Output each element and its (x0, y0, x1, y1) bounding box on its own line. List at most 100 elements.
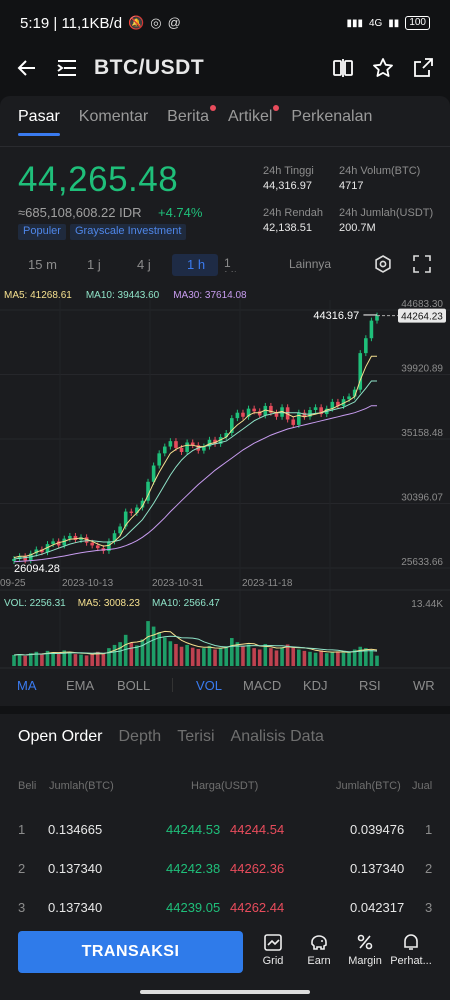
tag-grayscale[interactable]: Grayscale Investment (70, 224, 187, 240)
tag-populer[interactable]: Populer (18, 224, 66, 240)
volume-bar (40, 654, 44, 666)
tab-open-order[interactable]: Open Order (18, 728, 103, 745)
candlestick-chart[interactable]: 44683.30 39920.89 35158.48 30396.07 25633.66… (0, 280, 450, 670)
back-arrow-icon[interactable] (16, 57, 38, 79)
timeframe-1minggu[interactable]: 1 Minggu (224, 257, 263, 272)
row-index: 3 (425, 900, 433, 915)
indicator-kdj[interactable]: KDJ (303, 678, 328, 693)
timeframe-4j[interactable]: 4 j (137, 257, 151, 272)
indicator-boll[interactable]: BOLL (117, 678, 151, 693)
volume-bar (341, 652, 346, 666)
tab-terisi[interactable]: Terisi (177, 728, 215, 745)
volume-bar (140, 639, 145, 666)
timeframe-1j[interactable]: 1 j (87, 257, 101, 272)
candle-body (336, 401, 340, 406)
tab-berita[interactable]: Berita (167, 105, 216, 126)
candle-body (218, 437, 223, 444)
candle-body (112, 533, 117, 542)
whatsapp-icon: ◎ (150, 15, 162, 30)
bell-icon (404, 934, 418, 950)
nav-earn[interactable]: Earn (291, 932, 347, 967)
settings-icon[interactable] (374, 255, 392, 276)
compare-icon[interactable] (332, 57, 354, 79)
volume-ma10-line (13, 635, 378, 656)
volume-bar (352, 649, 357, 666)
volume-bar (375, 655, 379, 666)
timeframe-15m[interactable]: 15 m (28, 257, 57, 272)
volume-bar (319, 650, 323, 666)
volume-bar (179, 646, 184, 666)
candle-body (369, 320, 374, 339)
pair-title[interactable]: BTC/USDT (94, 56, 205, 79)
home-indicator (140, 990, 310, 994)
signal-2-icon: ▮▮ (388, 17, 400, 29)
indicator-ma[interactable]: MA (17, 678, 37, 693)
candle-body (84, 537, 89, 543)
candle-body (358, 353, 363, 390)
candle-body (157, 453, 161, 466)
volume-bar (90, 653, 94, 666)
x-tick-label: 2023-11-18 (242, 578, 293, 589)
volume-bar (213, 649, 217, 666)
indicator-wr[interactable]: WR (413, 678, 435, 693)
margin-icon (357, 934, 373, 950)
current-price-label: 44264.23 (401, 312, 443, 323)
divider (0, 146, 450, 147)
nav-margin[interactable]: Margin (337, 932, 393, 967)
volume-bar (369, 649, 374, 666)
volume-bar (257, 649, 262, 666)
menu-list-icon[interactable] (56, 57, 78, 79)
share-icon[interactable] (412, 57, 434, 79)
indicator-rsi[interactable]: RSI (359, 678, 381, 693)
tab-depth[interactable]: Depth (118, 728, 162, 745)
candle-body (68, 535, 72, 539)
volume-bar (241, 645, 245, 666)
volume-bar (269, 648, 273, 666)
trade-button[interactable]: TRANSAKSI (18, 931, 243, 973)
star-icon[interactable] (372, 57, 394, 79)
tab-komentar[interactable]: Komentar (78, 108, 149, 125)
fullscreen-icon[interactable] (413, 255, 431, 276)
candle-body (313, 407, 318, 410)
nav-grid[interactable]: Grid (245, 932, 301, 967)
timeframe-more[interactable]: Lainnya ▾ (289, 257, 333, 275)
bid-price: 44242.38 (166, 861, 221, 876)
low-label: 24h Rendah (263, 207, 323, 219)
nav-watchlist[interactable]: Perhat... (383, 932, 439, 967)
candle-body (269, 405, 273, 413)
volume-bar (313, 652, 318, 666)
candle-body (230, 418, 234, 434)
timeframe-1h[interactable]: 1 h (187, 257, 206, 272)
candle-body (274, 412, 279, 417)
volume-max-label: 13.44K (411, 599, 443, 610)
indicator-vol[interactable]: VOL (196, 678, 223, 693)
candle-body (202, 446, 206, 451)
tab-analisis-data[interactable]: Analisis Data (230, 728, 324, 745)
candle-body (123, 511, 128, 527)
row-index: 3 (18, 900, 26, 915)
tab-artikel[interactable]: Artikel (228, 105, 280, 126)
volume-bar (84, 655, 89, 666)
volume-bar (330, 652, 335, 666)
volume-bar (107, 648, 111, 666)
volume-bar (190, 647, 195, 666)
tab-pasar[interactable]: Pasar (18, 108, 60, 136)
indicator-macd[interactable]: MACD (243, 678, 282, 693)
status-bar: 5:19 | 11,1KB/d 🔕 ◎ @ ▮▮▮ 4G ▮▮ 100 (0, 0, 450, 46)
tab-perkenalan[interactable]: Perkenalan (291, 108, 373, 125)
candle-body (291, 419, 296, 425)
volume-bar (62, 650, 67, 666)
y-tick-label: 39920.89 (401, 364, 443, 375)
volume-bar (230, 638, 234, 666)
bid-amount: 0.137340 (48, 861, 103, 876)
volume-bar (274, 650, 279, 666)
volume-bar (185, 644, 189, 666)
candle-body (129, 511, 134, 513)
candle-body (174, 441, 178, 448)
header-buy-amount: Jumlah(BTC) (49, 780, 114, 792)
indicator-ema[interactable]: EMA (66, 678, 95, 693)
mute-icon: 🔕 (128, 15, 145, 30)
candle-body (34, 549, 39, 554)
volume-bar (123, 634, 128, 666)
volume-bar (151, 626, 156, 666)
